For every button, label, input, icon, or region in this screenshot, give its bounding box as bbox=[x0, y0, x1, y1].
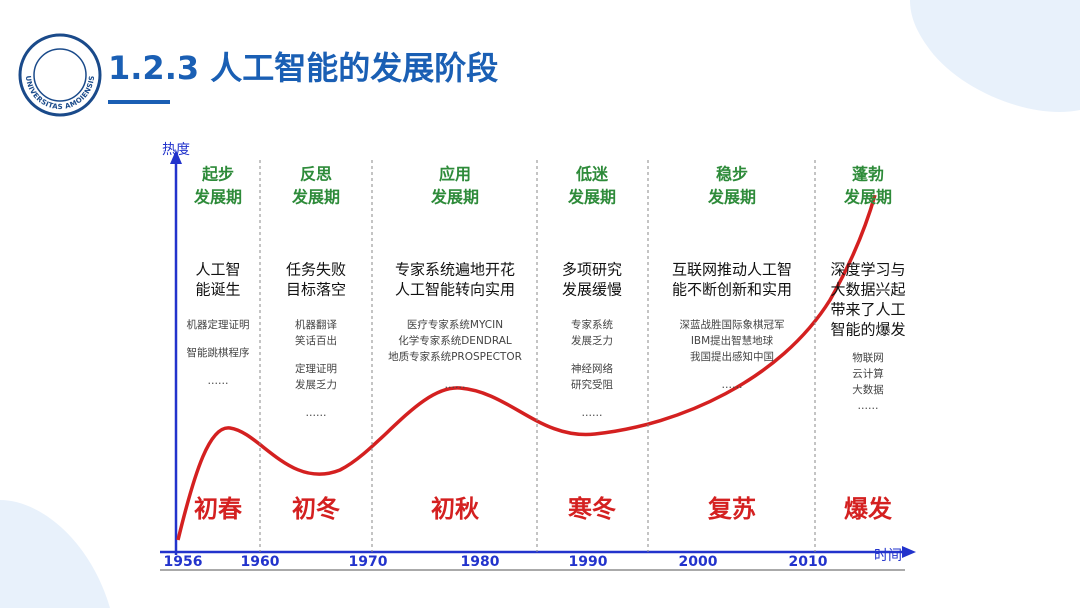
phase-example: 定理证明 bbox=[295, 362, 337, 375]
phase-name: 发展期 bbox=[567, 188, 616, 207]
phase-name: 稳步 bbox=[716, 165, 748, 184]
title-underline bbox=[108, 100, 170, 104]
phase-name: 反思 bbox=[300, 165, 332, 184]
phase-example: 专家系统 bbox=[571, 318, 613, 331]
phase-example: 研究受阻 bbox=[571, 378, 613, 391]
phase-example: 医疗专家系统MYCIN bbox=[407, 318, 503, 331]
phase-example: 机器定理证明 bbox=[187, 318, 250, 331]
phase-description: 带来了人工 bbox=[830, 301, 905, 319]
season-label: 寒冬 bbox=[568, 495, 616, 523]
phase-example: 我国提出感知中国 bbox=[690, 350, 774, 363]
heat-curve bbox=[176, 194, 877, 541]
phase-description: 发展缓慢 bbox=[562, 281, 622, 299]
season-label: 爆发 bbox=[844, 495, 892, 523]
phase-description: 专家系统遍地开花 bbox=[395, 261, 515, 279]
phase-example: 地质专家系统PROSPECTOR bbox=[388, 350, 522, 363]
decor bbox=[0, 500, 110, 608]
phase-example: 云计算 bbox=[852, 367, 884, 380]
phase-example: 发展乏力 bbox=[295, 378, 337, 391]
phase-example: 智能跳棋程序 bbox=[187, 346, 250, 359]
phase-example: 神经网络 bbox=[571, 362, 613, 375]
phase-description: 能不断创新和实用 bbox=[672, 281, 792, 299]
phase-example: …… bbox=[722, 379, 743, 391]
phase-description: 智能的爆发 bbox=[830, 321, 905, 339]
phase-example: 发展乏力 bbox=[571, 334, 613, 347]
phase-description: 任务失败 bbox=[286, 261, 346, 279]
decor bbox=[910, 0, 1080, 112]
phase-example: …… bbox=[445, 379, 466, 391]
year-label: 2000 bbox=[679, 554, 718, 570]
phase-name: 起步 bbox=[201, 165, 234, 184]
title: 1.2.3 人工智能的发展阶段 bbox=[108, 49, 498, 87]
year-label: 1990 bbox=[569, 554, 608, 570]
phase-name: 发展期 bbox=[843, 188, 892, 207]
phase-example: 深蓝战胜国际象棋冠军 bbox=[680, 318, 785, 331]
season-label: 初春 bbox=[194, 495, 242, 523]
phase-example: …… bbox=[858, 400, 879, 412]
phase-name: 发展期 bbox=[193, 188, 242, 207]
phase-name: 发展期 bbox=[291, 188, 340, 207]
phase-description: 人工智 bbox=[195, 261, 240, 279]
year-label: 1956 bbox=[164, 554, 203, 570]
phase-example: 物联网 bbox=[852, 351, 884, 364]
phase-example: …… bbox=[306, 407, 327, 419]
year-label: 1970 bbox=[349, 554, 388, 570]
y-arrow bbox=[170, 150, 182, 164]
phase-example: IBM提出智慧地球 bbox=[691, 334, 774, 347]
season-label: 复苏 bbox=[707, 495, 756, 523]
phase-name: 低迷 bbox=[575, 165, 609, 184]
phase-example: …… bbox=[208, 375, 229, 387]
phase-example: …… bbox=[582, 407, 603, 419]
x-arrow bbox=[902, 546, 916, 558]
season-label: 初秋 bbox=[431, 495, 480, 523]
phase-description: 人工智能转向实用 bbox=[395, 281, 515, 299]
phase-example: 化学专家系统DENDRAL bbox=[398, 334, 512, 347]
phase-description: 大数据兴起 bbox=[830, 281, 905, 299]
phase-description: 能诞生 bbox=[195, 281, 240, 299]
y-label: 热度 bbox=[162, 142, 190, 158]
phase-name: 发展期 bbox=[430, 188, 479, 207]
logo bbox=[18, 33, 102, 117]
year-label: 1980 bbox=[461, 554, 500, 570]
x-label: 时间 bbox=[874, 548, 902, 564]
phase-example: 大数据 bbox=[852, 383, 884, 396]
phase-name: 蓬勃 bbox=[852, 165, 884, 184]
phase-name: 发展期 bbox=[707, 188, 756, 207]
phase-description: 目标落空 bbox=[286, 281, 346, 299]
year-label: 1960 bbox=[241, 554, 280, 570]
season-label: 初冬 bbox=[292, 495, 340, 523]
year-label: 2010 bbox=[789, 554, 828, 570]
phase-example: 笑话百出 bbox=[295, 334, 337, 347]
logo bbox=[33, 48, 87, 102]
phase-description: 深度学习与 bbox=[830, 261, 905, 279]
phase-description: 互联网推动人工智 bbox=[672, 261, 792, 279]
phase-example: 机器翻译 bbox=[295, 318, 337, 331]
phase-name: 应用 bbox=[439, 165, 471, 184]
phase-description: 多项研究 bbox=[562, 261, 622, 279]
